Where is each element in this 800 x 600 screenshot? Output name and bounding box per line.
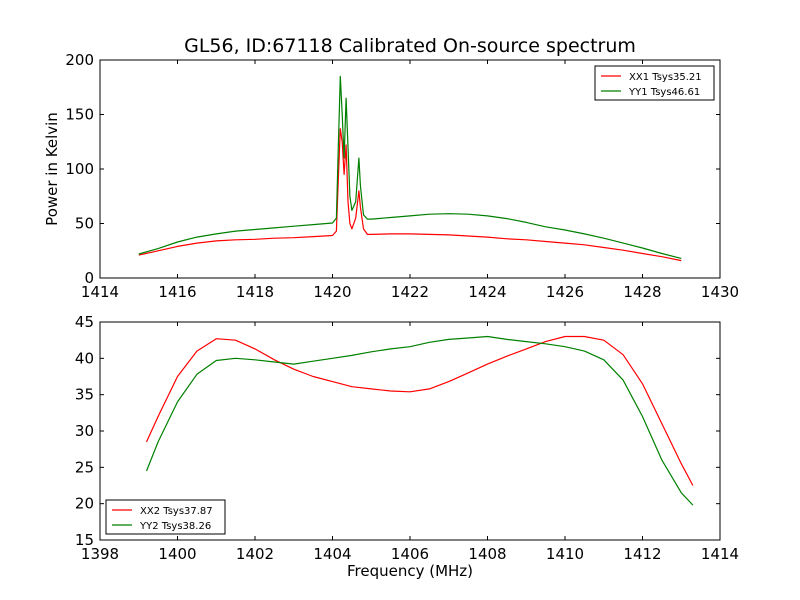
bottom-legend-entry: YY2 Tsys38.26 — [139, 521, 211, 532]
bottom-x-tick-label: 1412 — [623, 545, 661, 563]
top-x-tick-label: 1414 — [81, 283, 119, 301]
bottom-legend: XX2 Tsys37.87 YY2 Tsys38.26 — [105, 499, 226, 535]
top-x-tick-label: 1422 — [391, 283, 429, 301]
bottom-legend-box — [105, 499, 226, 535]
bottom-series-line-1 — [145, 335, 694, 486]
top-legend-box — [594, 65, 715, 101]
chart-title: GL56, ID:67118 Calibrated On-source spec… — [184, 35, 636, 57]
top-series-line-2 — [138, 75, 682, 259]
bottom-legend-entry: XX2 Tsys37.87 — [140, 506, 213, 517]
top-x-tick-label: 1420 — [313, 283, 351, 301]
bottom-series-line-2 — [145, 335, 694, 506]
bottom-x-tick-label: 1400 — [158, 545, 196, 563]
bottom-x-tick-label: 1398 — [81, 545, 119, 563]
top-x-tick-label: 1430 — [701, 283, 739, 301]
bottom-x-tick-label: 1402 — [236, 545, 274, 563]
bottom-y-tick-label: 30 — [75, 422, 94, 440]
bottom-x-tick-label: 1406 — [391, 545, 429, 563]
bottom-x-tick-label: 1408 — [468, 545, 506, 563]
bottom-y-tick-label: 35 — [75, 386, 94, 404]
top-y-tick-label: 150 — [65, 106, 94, 124]
top-legend: XX1 Tsys35.21 YY1 Tsys46.61 — [594, 65, 715, 101]
top-legend-entry: XX1 Tsys35.21 — [629, 72, 702, 83]
bottom-x-tick-label: 1410 — [546, 545, 584, 563]
bottom-panel: 1398 1400 1402 1404 1406 1408 1410 1412 1414 15 20… — [75, 313, 739, 580]
top-y-tick-label: 50 — [75, 215, 94, 233]
top-series-line-1 — [138, 128, 682, 262]
bottom-x-tick-label: 1404 — [313, 545, 351, 563]
top-y-tick-label: 200 — [65, 51, 94, 69]
bottom-y-tick-label: 15 — [75, 531, 94, 549]
top-x-tick-label: 1428 — [623, 283, 661, 301]
top-x-tick-label: 1418 — [236, 283, 274, 301]
top-y-tick-label: 100 — [65, 160, 94, 178]
top-x-tick-label: 1424 — [468, 283, 506, 301]
bottom-x-axis-label: Frequency (MHz) — [347, 562, 473, 580]
bottom-y-tick-label: 20 — [75, 495, 94, 513]
top-panel: 1414 1416 1418 1420 1422 1424 1426 1428 1430 0 50 1… — [43, 51, 739, 301]
top-y-tick-label: 0 — [84, 269, 94, 287]
top-series-group — [138, 75, 682, 262]
bottom-y-tick-label: 40 — [75, 349, 94, 367]
bottom-y-tick-label: 25 — [75, 458, 94, 476]
bottom-series-group — [145, 335, 694, 506]
bottom-x-tick-label: 1414 — [701, 545, 739, 563]
top-x-tick-label: 1426 — [546, 283, 584, 301]
bottom-y-tick-label: 45 — [75, 313, 94, 331]
top-y-axis-label: Power in Kelvin — [43, 112, 61, 226]
top-legend-entry: YY1 Tsys46.61 — [628, 87, 700, 98]
top-x-tick-label: 1416 — [158, 283, 196, 301]
